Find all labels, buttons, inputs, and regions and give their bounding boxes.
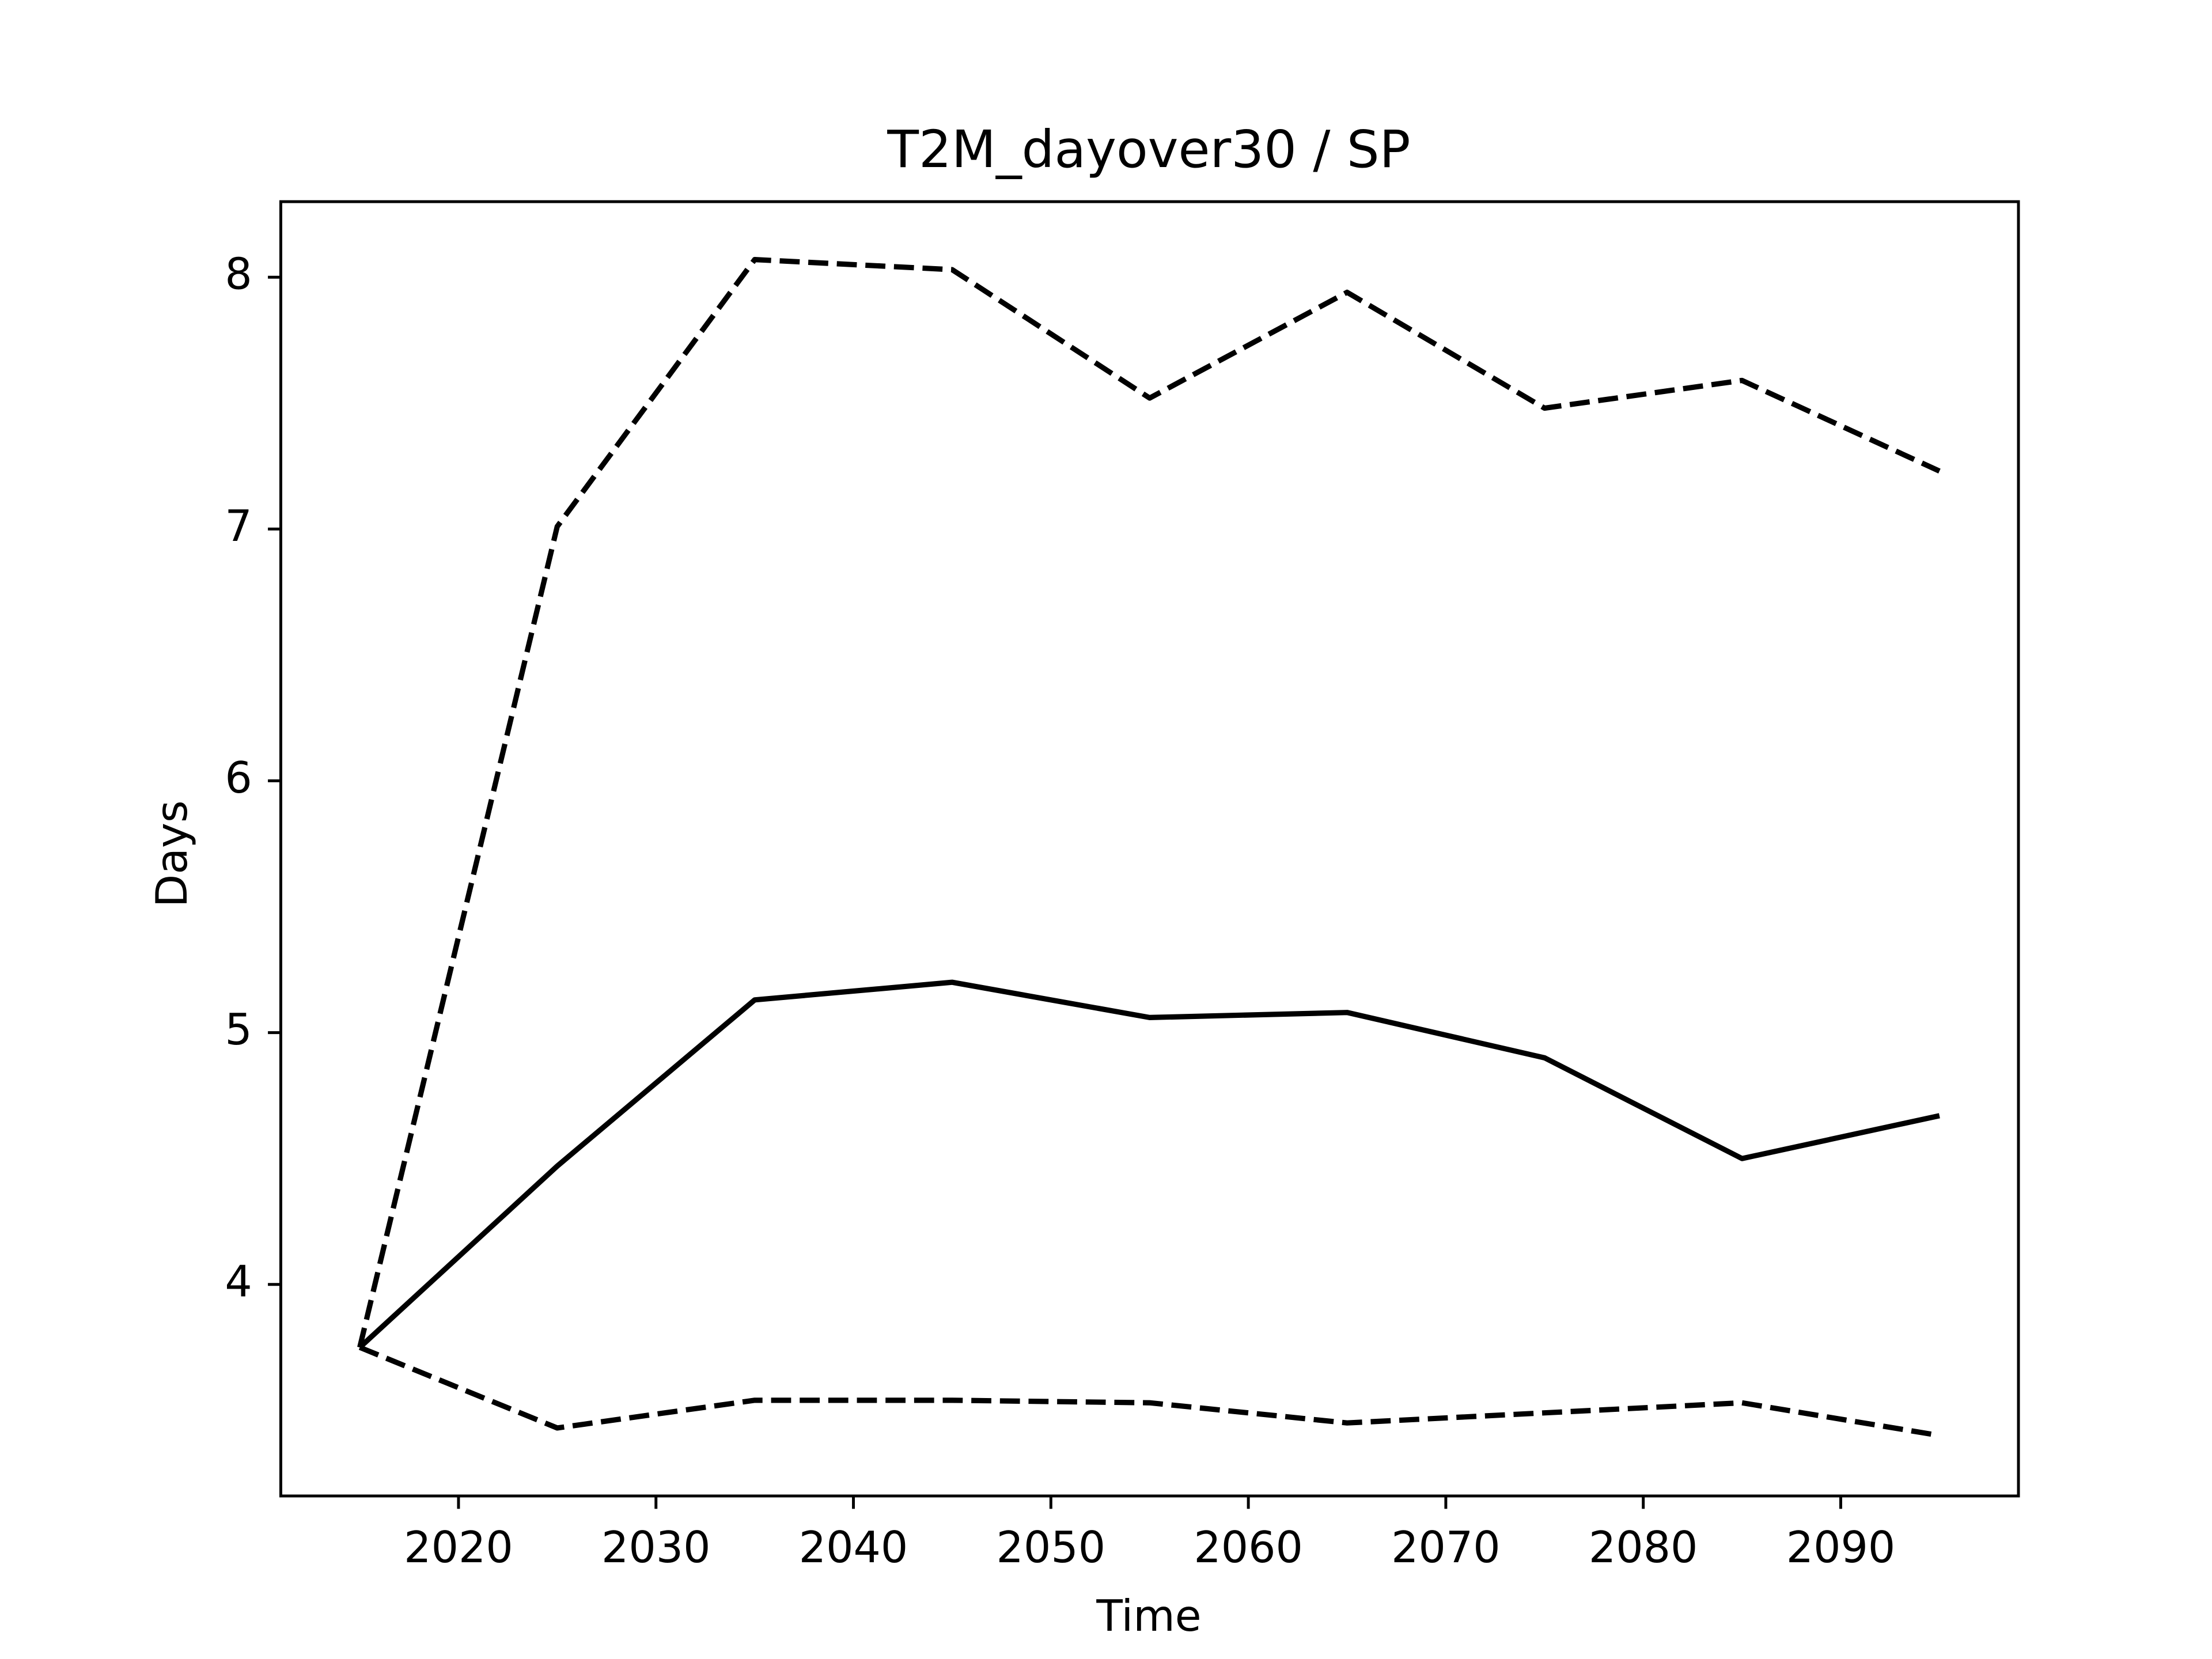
x-tick-label: 2060 xyxy=(1194,1522,1303,1573)
x-axis-label: Time xyxy=(1096,1591,1201,1641)
x-tick-label: 2080 xyxy=(1589,1522,1698,1573)
line-series xyxy=(358,1344,1940,1438)
x-tick-label: 2030 xyxy=(601,1522,711,1573)
y-tick-label: 8 xyxy=(225,249,252,300)
x-tick-label: 2020 xyxy=(404,1522,513,1573)
x-tick-label: 2050 xyxy=(997,1522,1106,1573)
x-tick-label: 2090 xyxy=(1786,1522,1896,1573)
y-tick-label: 5 xyxy=(225,1005,252,1055)
x-tick-label: 2040 xyxy=(799,1522,908,1573)
line-series xyxy=(357,257,1941,1349)
y-axis-label: Days xyxy=(147,800,197,907)
y-tick-label: 6 xyxy=(225,753,252,803)
x-tick-label: 2070 xyxy=(1391,1522,1501,1573)
chart-title: T2M_dayover30 / SP xyxy=(887,120,1410,180)
y-tick-label: 7 xyxy=(225,501,252,551)
plot-frame xyxy=(279,200,2020,1498)
y-tick-label: 4 xyxy=(225,1256,252,1306)
line-series xyxy=(358,979,1940,1350)
